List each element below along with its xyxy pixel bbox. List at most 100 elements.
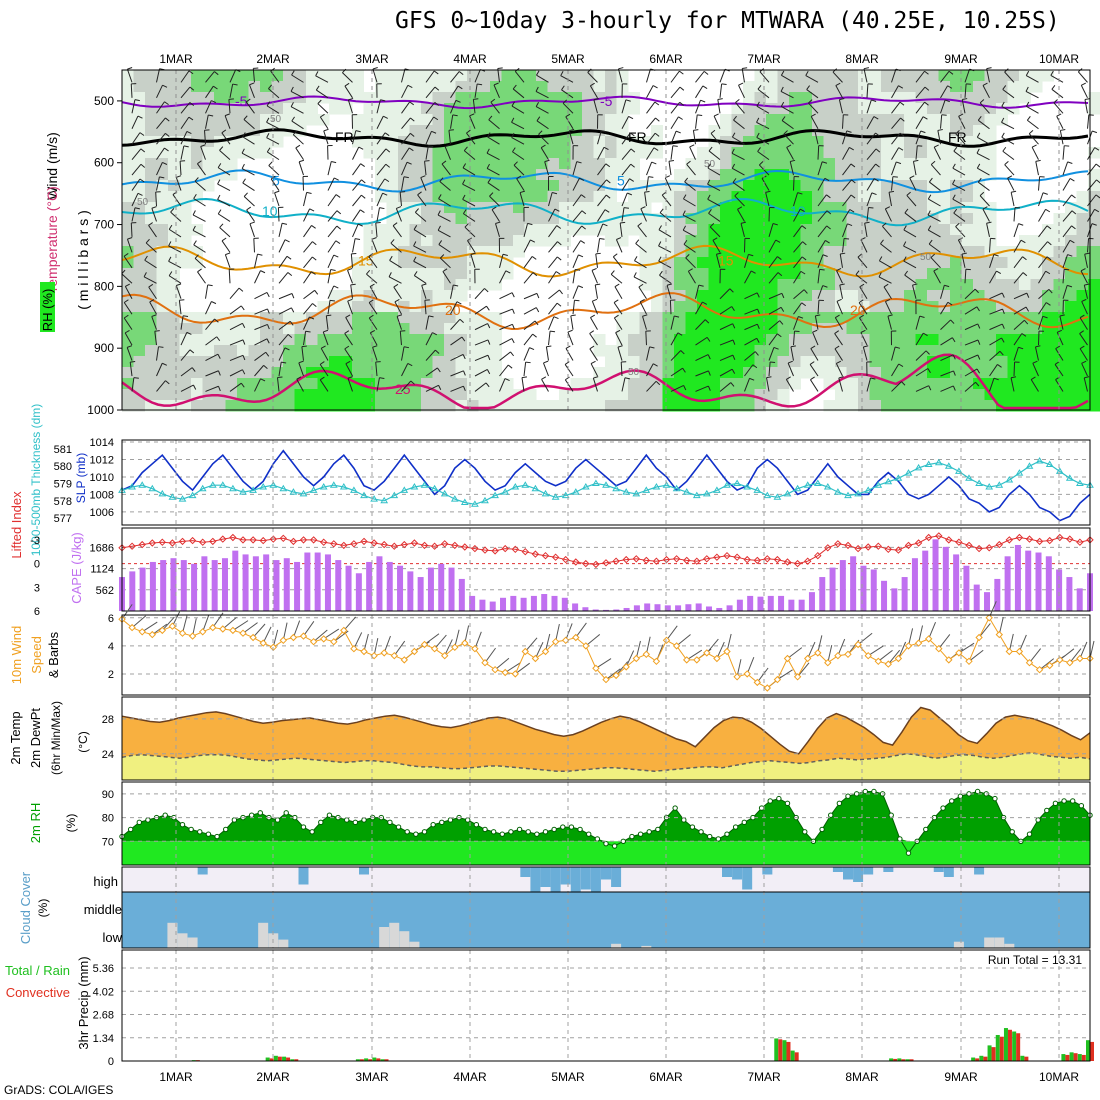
wind10-marker bbox=[551, 637, 560, 646]
wind-barb-feather bbox=[330, 269, 336, 271]
rh-cell bbox=[800, 147, 813, 159]
wind-barb bbox=[148, 286, 157, 300]
wind-barb-feather bbox=[732, 339, 736, 345]
rh-cell bbox=[490, 334, 502, 346]
wind-barb bbox=[180, 102, 191, 114]
rh-cell bbox=[179, 323, 192, 335]
rh-cell bbox=[938, 312, 951, 324]
wind-barb-feather bbox=[459, 318, 464, 324]
rh-cell bbox=[133, 378, 146, 390]
rh-cell bbox=[513, 180, 525, 192]
rh-cell bbox=[122, 213, 134, 225]
rh-cell bbox=[122, 147, 134, 159]
rh-cell bbox=[915, 169, 928, 181]
wind-barb bbox=[376, 377, 380, 392]
precip-convective-bar bbox=[778, 1039, 783, 1061]
wind-barb-feather bbox=[986, 67, 992, 70]
wind-barb-feather bbox=[589, 330, 595, 334]
wind10-barb bbox=[131, 615, 147, 629]
wind-barb-feather bbox=[700, 99, 706, 103]
wind-barb-feather bbox=[1045, 270, 1051, 275]
rh-cell bbox=[478, 70, 491, 82]
date-label-top: 9MAR bbox=[944, 52, 978, 66]
wind-barb bbox=[347, 270, 353, 284]
wind10-marker bbox=[672, 642, 681, 650]
rh-cell bbox=[444, 92, 456, 104]
wind-barb-feather bbox=[635, 239, 640, 244]
wind10-barb bbox=[494, 657, 510, 671]
rh-cell bbox=[674, 378, 686, 390]
wind-barb bbox=[564, 379, 574, 392]
rh-cell bbox=[248, 312, 261, 324]
rh-cell bbox=[501, 257, 514, 269]
rh-cell bbox=[168, 92, 180, 104]
thickness-marker bbox=[289, 488, 298, 495]
rh-cell bbox=[662, 378, 675, 390]
lifted-index-marker bbox=[703, 555, 711, 563]
rh-cell bbox=[352, 334, 364, 346]
rh-cell bbox=[904, 114, 916, 126]
lifted-index-marker bbox=[884, 545, 893, 554]
wind-barb-feather bbox=[241, 148, 245, 154]
rh-cell bbox=[133, 356, 146, 368]
wind-barb-feather bbox=[851, 179, 856, 184]
wind-barb-feather bbox=[510, 351, 515, 357]
wind-barb bbox=[523, 347, 530, 361]
rh-cell bbox=[777, 323, 790, 335]
wind-barb bbox=[175, 285, 182, 299]
wind-barb-feather bbox=[658, 225, 662, 231]
wind-barb bbox=[709, 226, 721, 238]
wind-barb bbox=[1087, 179, 1097, 191]
rh-cell bbox=[766, 378, 778, 390]
rh-cell bbox=[628, 378, 640, 390]
rh-cell bbox=[800, 268, 813, 280]
rh-cell bbox=[386, 158, 399, 170]
rh-cell bbox=[536, 92, 548, 104]
cloud-high-bar bbox=[601, 867, 611, 880]
rh-cell bbox=[409, 345, 422, 357]
thickness-marker bbox=[652, 483, 661, 490]
rh-cell bbox=[1007, 345, 1020, 357]
wind-barb-feather bbox=[630, 148, 636, 153]
rh-cell bbox=[467, 279, 479, 291]
wind-barb bbox=[327, 161, 332, 176]
wind-barb-feather bbox=[372, 67, 378, 70]
wind10-marker bbox=[652, 657, 661, 666]
wind-barb-feather bbox=[952, 385, 956, 391]
rh-cell bbox=[789, 202, 801, 214]
rh-cell bbox=[467, 323, 479, 335]
wind-barb-feather bbox=[1054, 361, 1060, 365]
wind-barb bbox=[989, 238, 991, 253]
wind-barb-feather bbox=[183, 145, 189, 148]
rh2m-marker bbox=[681, 817, 687, 823]
rh-cell bbox=[697, 312, 709, 324]
rh-cell bbox=[582, 158, 594, 170]
rh-cell bbox=[582, 103, 594, 115]
wind-barb-feather bbox=[355, 130, 361, 133]
wind-barb bbox=[516, 178, 525, 191]
wind-barb bbox=[437, 229, 451, 238]
wind-barb-feather bbox=[808, 99, 813, 104]
wind-barb bbox=[523, 272, 534, 284]
rh-cell bbox=[881, 191, 893, 203]
rh-cell bbox=[444, 147, 456, 159]
wind-barb-feather bbox=[814, 128, 820, 132]
rh-cell bbox=[306, 323, 318, 335]
wind-barb-feather bbox=[1095, 163, 1100, 168]
cloud-high-bar bbox=[590, 867, 601, 892]
rh-cell bbox=[570, 70, 583, 82]
rh-cell bbox=[777, 257, 790, 269]
cape-bar bbox=[932, 539, 939, 611]
wind-barb bbox=[303, 271, 312, 284]
rh-cell bbox=[559, 191, 571, 203]
precip-convective-bar bbox=[893, 1058, 898, 1061]
rh-cell bbox=[961, 213, 974, 225]
wind-barb-feather bbox=[433, 70, 439, 75]
wind10-marker bbox=[582, 642, 590, 650]
rh-cell bbox=[122, 334, 134, 346]
rh-cell bbox=[754, 169, 767, 181]
wind-barb-feather bbox=[1055, 345, 1061, 350]
wind-barb-feather bbox=[961, 252, 967, 255]
wind-barb-feather bbox=[435, 349, 440, 354]
cloud-unit-label: (%) bbox=[36, 899, 50, 918]
